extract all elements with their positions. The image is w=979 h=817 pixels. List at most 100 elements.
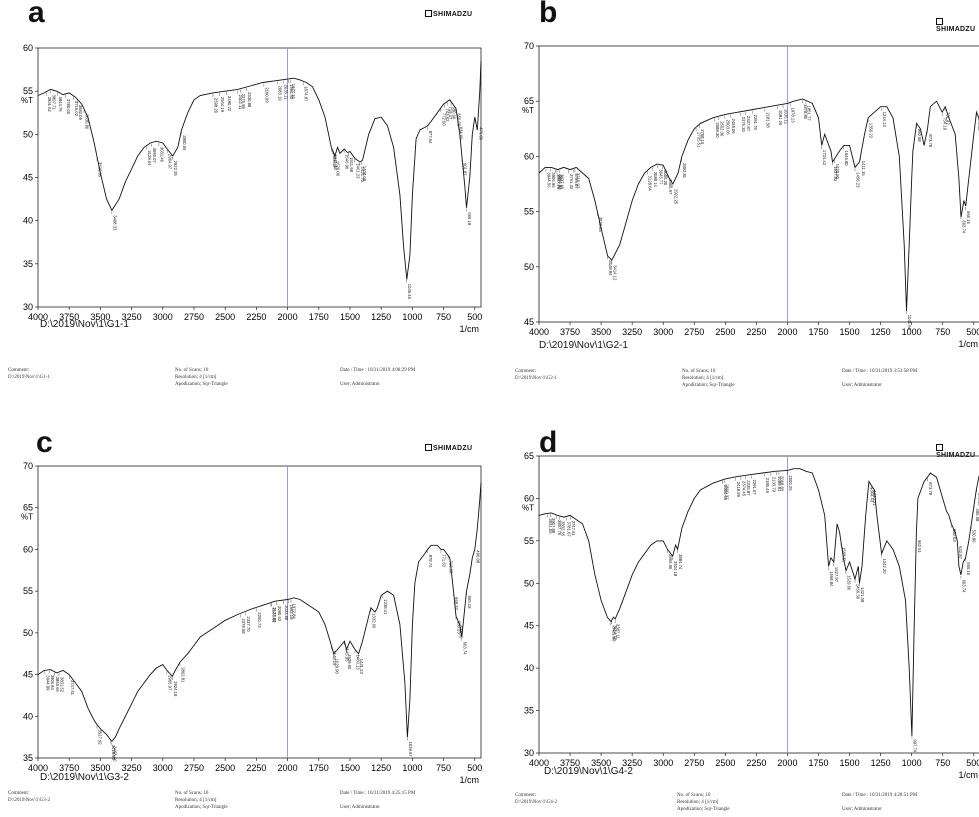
x-tick-label: 750 (935, 758, 950, 768)
x-tick-label: 2500 (715, 758, 735, 768)
footer-scans: No. of Scans; 10 (175, 791, 209, 796)
peak-label: 1045.45 (407, 284, 412, 300)
peak-label: 3780.00 (66, 99, 71, 115)
peak-label: 2083.19 (278, 86, 283, 102)
shimadzu-logo-icon (936, 18, 943, 25)
peak-label: 3005.20 (663, 170, 668, 186)
peak-label: 603.74 (961, 220, 966, 233)
peak-label: 690.00 (452, 107, 457, 120)
peak-label: 1238.41 (383, 599, 388, 615)
peak-label: 1724.42 (822, 150, 827, 166)
peak-label: 3088.14 (653, 172, 658, 188)
plot-frame (538, 45, 979, 323)
peak-label: 1851.77 (806, 106, 811, 122)
peak-label: 2459.06 (731, 119, 736, 135)
peak-label: 1431.23 (359, 659, 364, 675)
panel-letter: a (28, 0, 45, 29)
peak-label: 2588.30 (715, 122, 720, 138)
x-tick-label: 1000 (902, 327, 922, 337)
peak-label: 2250.73 (257, 612, 262, 628)
footer-user: User; Administrator (842, 383, 882, 388)
ir-spectrum-chart: 35 40 45 50 55 60 65 70 %T 4000 3750 3500 3250 3000 27… (21, 461, 482, 785)
x-tick-label: 3750 (560, 327, 580, 337)
x-tick-label: 1750 (309, 763, 329, 773)
footer-meta: Date / Time : 10/31/2019 4:28:51 PM User… (842, 792, 917, 813)
peak-label: 2552.30 (719, 121, 724, 137)
peak-label: 1641.46 (333, 155, 338, 171)
peak-label: 743.62 (445, 109, 450, 122)
peak-label: 3043.77 (658, 169, 663, 185)
x-tick-label: 2000 (278, 763, 298, 773)
x-tick-label: 2000 (777, 327, 797, 337)
peak-label: 565.16 (966, 211, 971, 224)
x-tick-label: 1500 (340, 763, 360, 773)
footer-datetime: Date / Time : 10/31/2019 3:53:58 PM (842, 369, 918, 374)
x-tick-label: 1750 (309, 312, 329, 322)
peak-label: 650.00 (457, 113, 462, 126)
peak-label: 1546.80 (844, 151, 849, 167)
peak-label: 3747.61 (70, 680, 75, 696)
peak-label: 2000.25 (788, 475, 793, 491)
x-tick-label: 1250 (371, 763, 391, 773)
y-tick-label: 50 (524, 578, 534, 588)
peak-label: 478.43 (977, 118, 979, 131)
footer-resolution: Resolution; 4 [1/cm] (175, 798, 217, 803)
peak-label: 3931.06 (548, 518, 553, 534)
peak-label: 3905.96 (551, 172, 556, 188)
peak-label: 3831.52 (60, 677, 65, 693)
y-tick-label: 65 (524, 96, 534, 106)
brand-logo: SHIMADZU (425, 444, 472, 452)
footer-datetime: Date / Time : 10/31/2019 4:28:51 PM (842, 793, 918, 798)
x-tick-label: 750 (436, 763, 451, 773)
peak-label: 2966.97 (167, 675, 172, 691)
footer-scans: No. of Scans; 10 (682, 369, 716, 374)
peak-label: 565.18 (467, 596, 472, 609)
file-path-label: D:\2019\Nov\1\G4-2 (544, 766, 633, 777)
peak-label: 3529.85 (598, 217, 603, 233)
x-tick-label: 2000 (777, 758, 797, 768)
peak-label: 2503.66 (725, 120, 730, 136)
y-axis-label: %T (522, 106, 534, 115)
plot-frame (37, 465, 482, 759)
x-tick-label: 500 (966, 327, 979, 337)
peak-label: 1874.87 (304, 86, 309, 102)
peak-label: 731.42 (946, 112, 951, 125)
footer-meta: Date / Time : 10/31/2019 4:08:29 PM User… (340, 367, 415, 388)
peak-label: 1411.15 (861, 161, 866, 176)
peak-label: 3907.88 (551, 518, 556, 534)
peak-label: 2181.58 (765, 112, 770, 128)
peak-label: 1529.60 (347, 654, 352, 670)
peak-label: 2035.11 (284, 85, 289, 100)
peak-label: 520.80 (972, 530, 977, 543)
peak-label: 3761.32 (569, 174, 574, 190)
peak-label: 3944.99 (45, 675, 50, 691)
peak-label: 601.81 (463, 163, 468, 176)
peak-label: 2922.25 (173, 161, 178, 177)
peak-label: 1994.40 (289, 84, 294, 100)
x-tick-label: 3000 (153, 763, 173, 773)
peak-label: 2068.83 (779, 476, 784, 492)
peak-label: 2965.97 (668, 179, 673, 195)
footer-meta: Date / Time : 10/31/2019 4:25:15 PM User… (340, 790, 415, 811)
x-tick-label: 4000 (28, 312, 48, 322)
x-axis-unit: 1/cm (958, 770, 978, 780)
peak-label: 3630.80 (85, 114, 90, 130)
peak-label: 1529.60 (846, 575, 851, 591)
peak-label: 873.78 (928, 482, 933, 495)
peak-label: 877.64 (428, 131, 433, 144)
peak-label: 719.47 (448, 107, 453, 120)
x-tick-label: 3250 (622, 327, 642, 337)
footer-scan-settings: No. of Scans; 10 Resolution; 4 [1/cm] Ap… (175, 790, 228, 811)
peak-label: 2133.61 (271, 608, 276, 624)
peak-label: 3421.83 (611, 626, 616, 642)
ir-spectrum-chart: 45 50 55 60 65 70 %T 4000 3750 3500 3250 3000 2750 25… (522, 41, 979, 349)
peak-label: 566.18 (467, 212, 472, 225)
peak-label: 3419.90 (111, 745, 116, 761)
spectrum-panel-c: c SHIMADZU 35 40 45 50 55 60 65 70 %T 4000 3750 350… (0, 418, 482, 813)
spectrum-line (37, 60, 482, 280)
peak-label: 632.87 (958, 546, 963, 559)
peak-label: 2924.18 (173, 681, 178, 697)
peak-label: 2127.00 (272, 607, 277, 623)
y-tick-label: 50 (23, 129, 33, 139)
peak-label: 3128.64 (648, 176, 653, 192)
